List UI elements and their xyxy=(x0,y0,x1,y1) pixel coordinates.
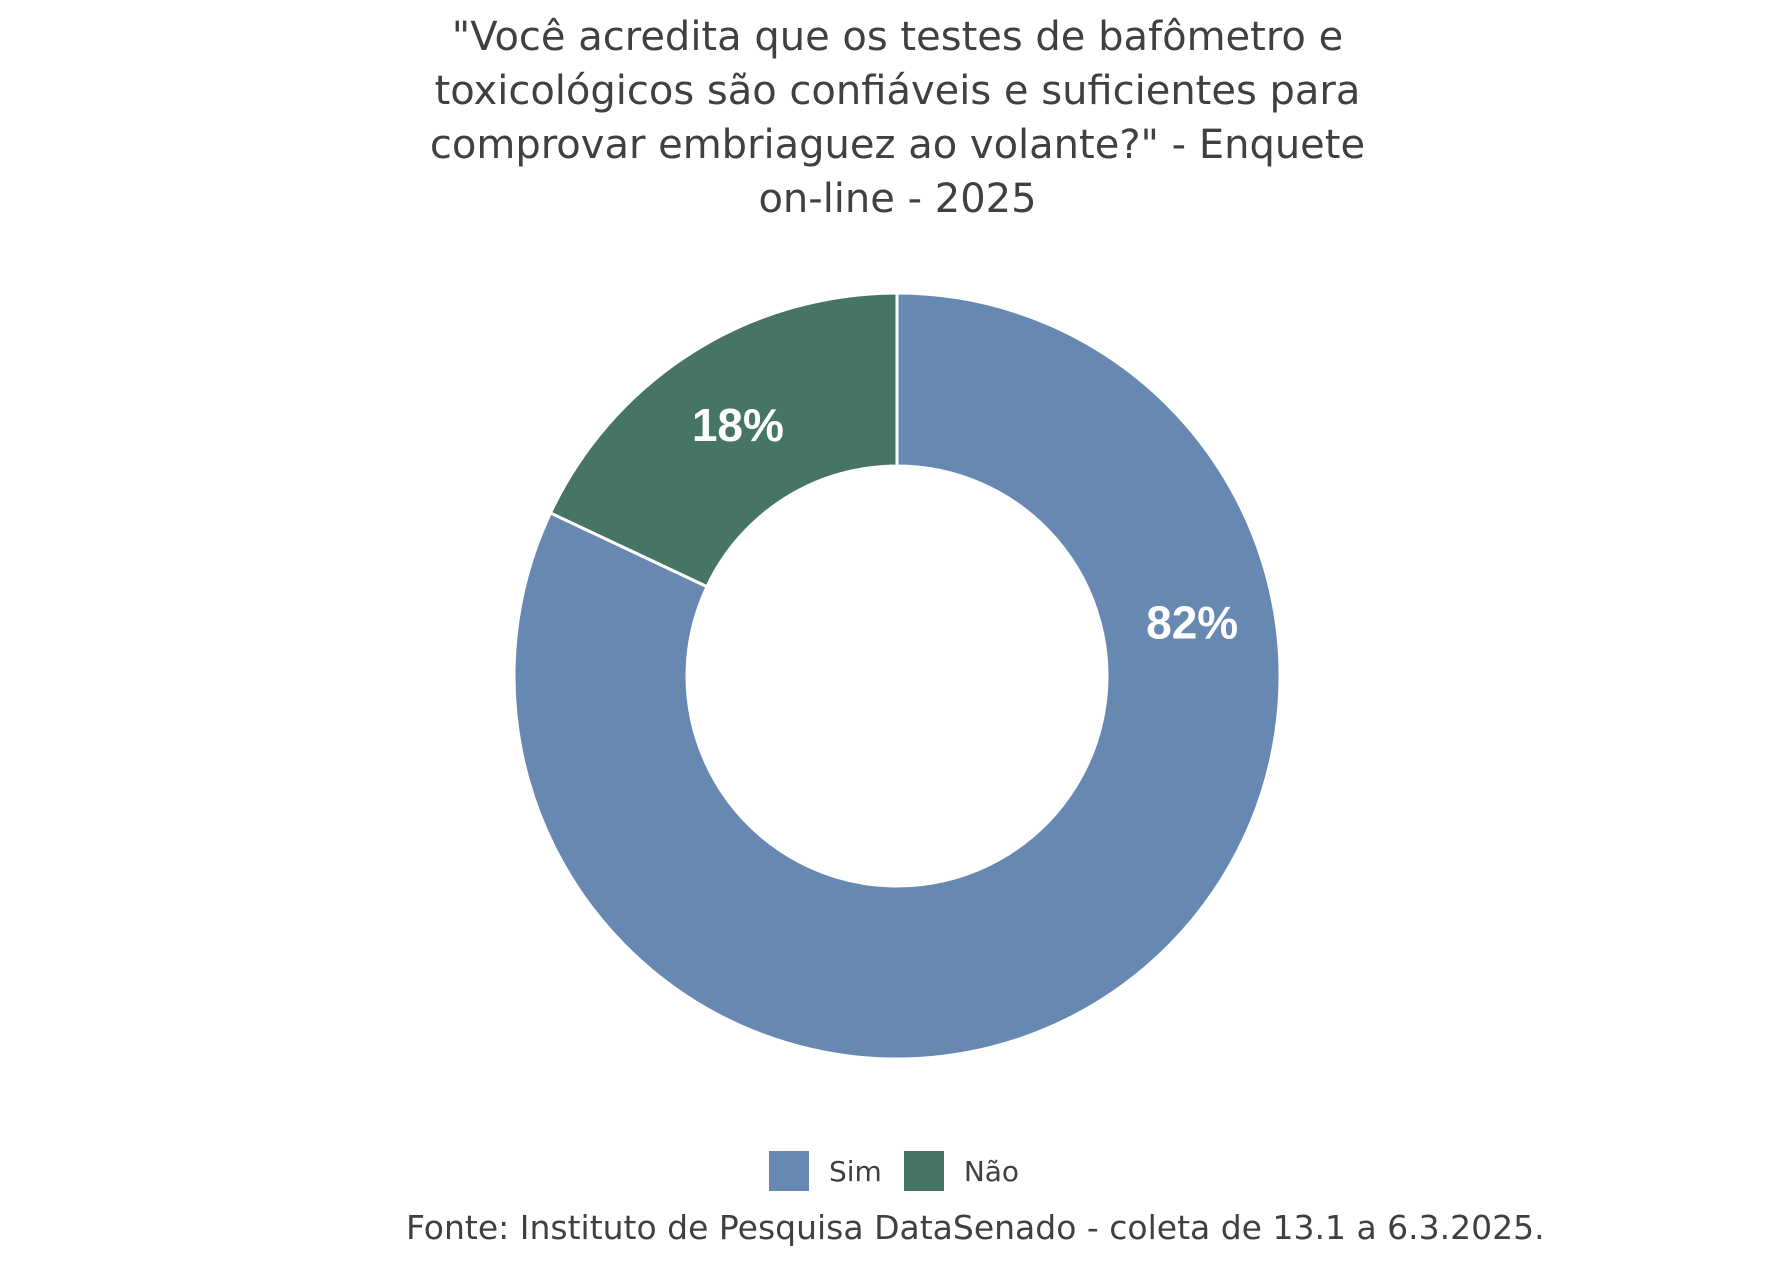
donut-slices xyxy=(512,291,1282,1061)
source-note: Fonte: Instituto de Pesquisa DataSenado … xyxy=(406,1208,1545,1247)
data-label-nao: 18% xyxy=(692,399,784,451)
chart-title-line: toxicológicos são confiáveis e suficient… xyxy=(434,68,1361,114)
legend-label-sim: Sim xyxy=(829,1154,882,1188)
data-label-sim: 82% xyxy=(1146,596,1238,648)
legend-item-sim: Sim xyxy=(769,1151,882,1191)
chart-legend: Sim Não xyxy=(769,1151,1041,1191)
donut-slice-nao xyxy=(548,291,899,589)
donut-slice-sim xyxy=(512,291,1282,1061)
legend-label-nao: Não xyxy=(963,1154,1020,1188)
donut-chart: 82% 18% xyxy=(512,291,1282,1061)
legend-swatch-sim xyxy=(769,1151,809,1191)
chart-title: "Você acredita que os testes de bafômetr… xyxy=(390,10,1405,226)
legend-swatch-nao xyxy=(903,1151,944,1191)
legend-item-nao: Não xyxy=(903,1151,1020,1191)
chart-title-line: "Você acredita que os testes de bafômetr… xyxy=(451,14,1344,60)
chart-title-line: on-line - 2025 xyxy=(758,176,1037,222)
chart-title-line: comprovar embriaguez ao volante?" - Enqu… xyxy=(429,122,1366,168)
donut-data-labels: 82% 18% xyxy=(692,399,1238,648)
